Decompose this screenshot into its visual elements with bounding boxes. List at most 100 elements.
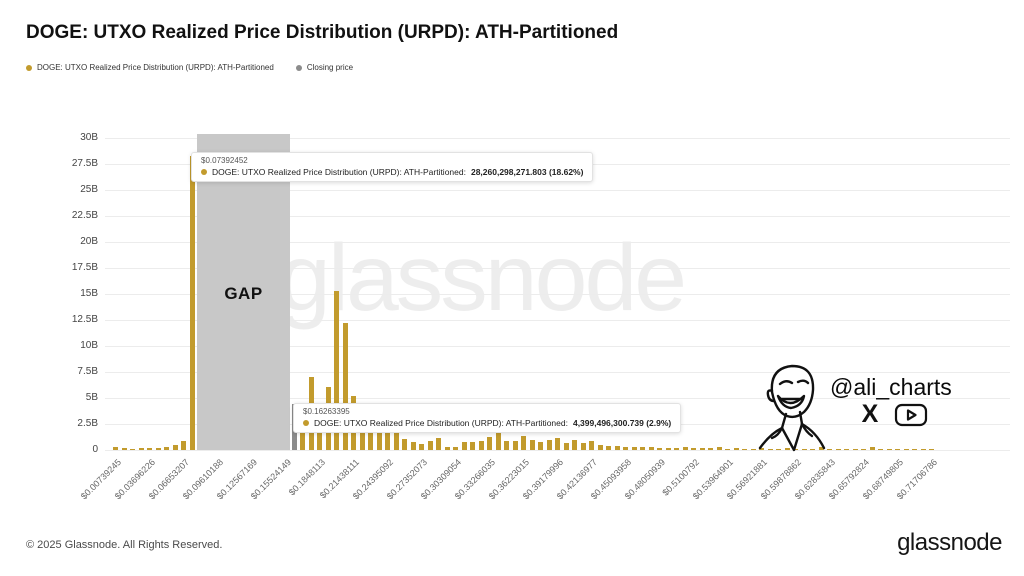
bar[interactable] <box>606 446 611 450</box>
bar[interactable] <box>929 449 934 450</box>
bar[interactable] <box>572 440 577 450</box>
bar[interactable] <box>334 290 339 450</box>
bar[interactable] <box>920 449 926 450</box>
bar[interactable] <box>674 448 679 450</box>
bar[interactable] <box>538 441 543 450</box>
bar[interactable] <box>657 447 662 450</box>
bar[interactable] <box>614 445 620 450</box>
bar[interactable] <box>597 445 603 450</box>
bar[interactable] <box>436 437 441 450</box>
glassnode-logo[interactable]: glassnode <box>897 529 1002 556</box>
bar[interactable] <box>733 448 739 450</box>
bar[interactable] <box>810 449 815 450</box>
bar[interactable] <box>147 448 152 450</box>
bar[interactable] <box>844 449 849 450</box>
youtube-icon[interactable] <box>894 403 928 427</box>
bar[interactable] <box>385 432 390 450</box>
bar[interactable] <box>852 449 858 450</box>
bar[interactable] <box>164 447 169 450</box>
bar[interactable] <box>878 449 883 450</box>
copyright-text: © 2025 Glassnode. All Rights Reserved. <box>26 539 223 551</box>
bar[interactable] <box>631 447 637 450</box>
bar[interactable] <box>589 440 594 450</box>
bar[interactable] <box>512 441 518 450</box>
bar[interactable] <box>427 441 433 450</box>
bar[interactable] <box>682 447 688 450</box>
bar[interactable] <box>861 449 866 450</box>
bar[interactable] <box>546 440 552 450</box>
bar[interactable] <box>342 323 348 450</box>
bar[interactable] <box>750 448 756 450</box>
bar[interactable] <box>113 446 118 450</box>
bar[interactable] <box>555 438 560 450</box>
gridline <box>105 190 1010 191</box>
bar[interactable] <box>376 432 382 450</box>
bar[interactable] <box>317 432 322 450</box>
bar[interactable] <box>155 447 161 450</box>
bar[interactable] <box>699 447 705 450</box>
bar[interactable] <box>521 435 526 450</box>
y-axis-tick-label: 27.5B <box>71 158 98 169</box>
gap-label: GAP <box>224 284 263 303</box>
bar[interactable] <box>495 433 501 450</box>
bar[interactable] <box>444 446 450 450</box>
bar[interactable] <box>793 448 798 450</box>
bar[interactable] <box>869 447 875 450</box>
bar[interactable] <box>742 448 747 450</box>
bar[interactable] <box>172 444 178 450</box>
bar[interactable] <box>801 449 807 450</box>
tooltip-series-label: DOGE: UTXO Realized Price Distribution (… <box>212 167 466 177</box>
bar[interactable] <box>784 447 790 450</box>
x-twitter-icon[interactable]: X <box>861 400 879 428</box>
legend-item-urpd[interactable]: DOGE: UTXO Realized Price Distribution (… <box>26 63 274 72</box>
bar[interactable] <box>716 446 722 450</box>
bar[interactable] <box>130 448 135 450</box>
bar[interactable] <box>691 448 696 450</box>
legend-item-closing-price[interactable]: Closing price <box>295 63 353 72</box>
bar[interactable] <box>580 443 586 450</box>
bar[interactable] <box>470 442 475 450</box>
bar[interactable] <box>776 448 781 450</box>
bar[interactable] <box>665 447 671 450</box>
bar[interactable] <box>835 449 841 450</box>
bar[interactable] <box>487 437 492 450</box>
chart-title: DOGE: UTXO Realized Price Distribution (… <box>26 22 619 43</box>
bar[interactable] <box>121 447 127 450</box>
tooltip-closing-bar: $0.16263395 DOGE: UTXO Realized Price Di… <box>293 403 682 433</box>
bar[interactable] <box>895 449 900 450</box>
bar[interactable] <box>189 156 195 450</box>
bar[interactable] <box>368 432 373 450</box>
bar[interactable] <box>478 441 484 450</box>
bar[interactable] <box>767 448 773 450</box>
bar[interactable] <box>818 446 824 450</box>
bar[interactable] <box>504 441 509 450</box>
bar[interactable] <box>903 449 909 450</box>
bar[interactable] <box>827 449 832 450</box>
bar[interactable] <box>402 438 407 450</box>
bar[interactable] <box>181 441 186 450</box>
y-axis-tick-label: 20B <box>80 236 98 247</box>
bar[interactable] <box>623 446 628 450</box>
bar[interactable] <box>563 443 569 450</box>
bar[interactable] <box>461 442 467 450</box>
bar[interactable] <box>453 446 458 450</box>
bar[interactable] <box>912 449 917 450</box>
bar[interactable] <box>419 443 424 450</box>
bar[interactable] <box>648 447 654 450</box>
gridline <box>105 216 1010 217</box>
bar[interactable] <box>725 448 730 450</box>
gridline <box>105 398 1010 399</box>
bar[interactable] <box>393 431 399 450</box>
gridline <box>105 294 1010 295</box>
bar[interactable] <box>138 448 144 450</box>
bar[interactable] <box>640 447 645 450</box>
bar[interactable] <box>300 432 305 450</box>
bar[interactable] <box>759 448 764 450</box>
bar[interactable] <box>708 448 713 450</box>
bar[interactable] <box>886 449 892 450</box>
bar[interactable] <box>410 442 416 450</box>
bar[interactable] <box>359 432 365 450</box>
bar[interactable] <box>529 440 535 450</box>
gridline <box>105 242 1010 243</box>
author-handle[interactable]: @ali_charts <box>830 374 952 400</box>
